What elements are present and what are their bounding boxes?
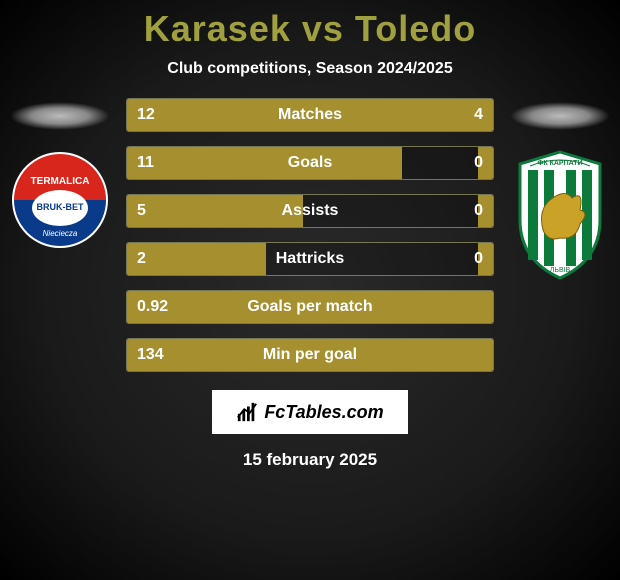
stat-bar: 20Hattricks xyxy=(126,242,494,276)
stat-bar: 0.92Goals per match xyxy=(126,290,494,324)
stat-bar: 124Matches xyxy=(126,98,494,132)
body-row: TERMALICA BRUK-BET Nieciecza 124Matches1… xyxy=(0,98,620,372)
svg-text:BRUK-BET: BRUK-BET xyxy=(37,202,84,212)
stat-bar: 50Assists xyxy=(126,194,494,228)
player-shadow-right xyxy=(510,102,610,130)
svg-text:TERMALICA: TERMALICA xyxy=(31,176,90,187)
crest-left-icon: TERMALICA BRUK-BET Nieciecza xyxy=(10,150,110,250)
crest-right-icon: ФК КАРПАТИ ЛЬВІВ xyxy=(510,150,610,280)
right-team-crest: ФК КАРПАТИ ЛЬВІВ xyxy=(510,150,610,280)
brand-text: FcTables.com xyxy=(264,402,383,423)
svg-text:Nieciecza: Nieciecza xyxy=(43,229,78,238)
comparison-card: Karasek vs Toledo Club competitions, Sea… xyxy=(0,0,620,580)
stat-bar: 110Goals xyxy=(126,146,494,180)
stat-label: Assists xyxy=(127,202,493,220)
left-side: TERMALICA BRUK-BET Nieciecza xyxy=(0,98,120,250)
stats-bars: 124Matches 110Goals 50Assists 20Hattricks 0.… xyxy=(120,98,500,372)
stat-bar: 134Min per goal xyxy=(126,338,494,372)
stat-label: Matches xyxy=(127,106,493,124)
brand-chart-icon xyxy=(236,401,258,423)
stat-label: Goals xyxy=(127,154,493,172)
stat-label: Min per goal xyxy=(127,346,493,364)
svg-text:ЛЬВІВ: ЛЬВІВ xyxy=(550,267,571,274)
brand-badge[interactable]: FcTables.com xyxy=(212,390,408,434)
page-title: Karasek vs Toledo xyxy=(0,0,620,50)
svg-text:ФК КАРПАТИ: ФК КАРПАТИ xyxy=(537,160,582,167)
page-subtitle: Club competitions, Season 2024/2025 xyxy=(0,60,620,78)
date-text: 15 february 2025 xyxy=(0,450,620,470)
right-side: ФК КАРПАТИ ЛЬВІВ xyxy=(500,98,620,280)
player-shadow-left xyxy=(10,102,110,130)
stat-label: Hattricks xyxy=(127,250,493,268)
stat-label: Goals per match xyxy=(127,298,493,316)
left-team-crest: TERMALICA BRUK-BET Nieciecza xyxy=(10,150,110,250)
